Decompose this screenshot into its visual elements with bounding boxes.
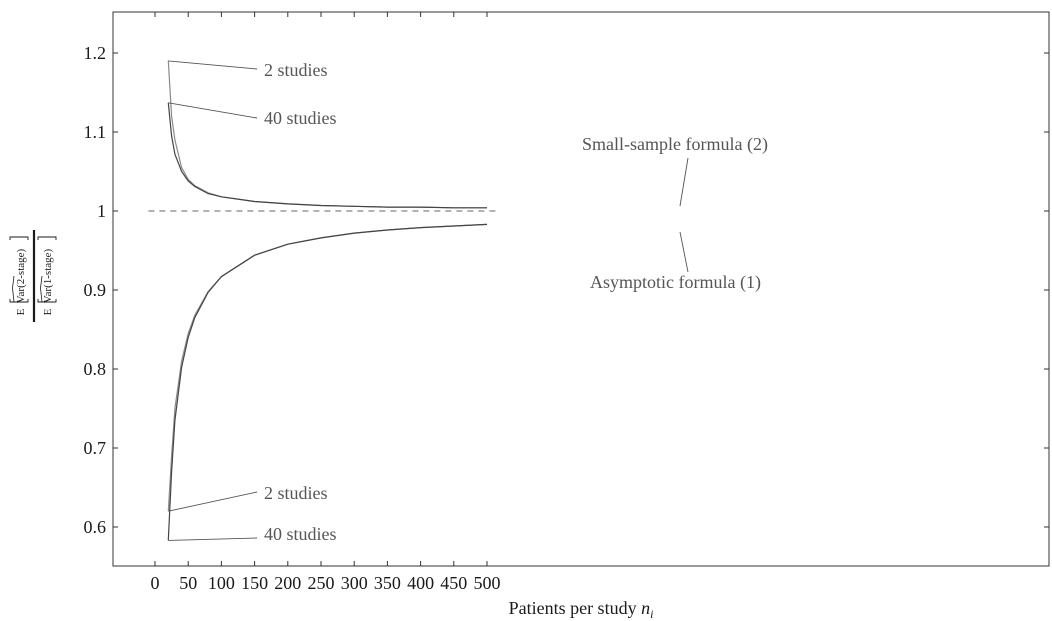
x-axis-label: Patients per study ni: [509, 598, 654, 621]
y-tick-label-0.8: 0.8: [84, 359, 107, 379]
x-axis-label-var: n: [641, 598, 650, 618]
annotation-small-sample-formula: Small-sample formula (2): [582, 134, 768, 155]
y-label-denominator-prefix: E: [42, 308, 54, 315]
series-line-asymptotic-40-studies: [167, 223, 488, 541]
x-tick-label-350: 350: [374, 573, 401, 593]
annotation-small-40-studies: 40 studies: [264, 108, 337, 128]
annotation-small-40-studies-pointer: [168, 102, 258, 119]
annotation-asymptotic-formula: Asymptotic formula (1): [590, 272, 761, 293]
x-tick-label-50: 50: [179, 573, 197, 593]
x-axis-label-sub: i: [650, 607, 653, 621]
annotation-asym-40-studies: 40 studies: [264, 524, 337, 544]
annotation-small-2-studies: 2 studies: [264, 60, 328, 80]
x-tick-label-300: 300: [341, 573, 368, 593]
x-tick-label-450: 450: [440, 573, 467, 593]
annotation-asymptotic-formula-pointer: [679, 231, 689, 273]
y-tick-label-1: 1: [97, 201, 106, 221]
series-lines: [148, 60, 501, 541]
y-label-numerator: Var(2-stage): [15, 248, 27, 303]
y-axis-label: E Var(2-stage) E Var(1-stage): [9, 230, 57, 322]
y-label-numerator-prefix: E: [15, 308, 27, 315]
y-tick-label-0.9: 0.9: [84, 280, 107, 300]
x-tick-label-200: 200: [274, 573, 301, 593]
x-axis-label-text: Patients per study: [509, 598, 637, 618]
y-tick-label-0.6: 0.6: [84, 517, 107, 537]
y-tick-label-1.2: 1.2: [84, 43, 107, 63]
y-tick-label-0.7: 0.7: [84, 438, 107, 458]
x-tick-label-500: 500: [474, 573, 501, 593]
annotation-asym-40-studies-pointer: [168, 537, 258, 541]
y-label-denominator: Var(1-stage): [42, 248, 54, 303]
axis-ticks: 0 50 100 150 200 250 300 350 400 450 500 0.6 0.7 0.8 0…: [84, 12, 1049, 593]
annotation-small-2-studies-pointer: [168, 60, 258, 70]
plot-area-frame: [112, 11, 1050, 567]
x-tick-label-150: 150: [241, 573, 268, 593]
series-line-small-sample-2-studies: [167, 60, 487, 209]
x-tick-label-100: 100: [208, 573, 235, 593]
x-tick-label-400: 400: [407, 573, 434, 593]
series-line-asymptotic-2-studies: [167, 223, 488, 512]
y-tick-label-1.1: 1.1: [84, 122, 107, 142]
x-tick-label-250: 250: [308, 573, 335, 593]
annotations: 2 studies 40 studies Small-sample formula …: [168, 60, 768, 544]
x-tick-label-0: 0: [151, 573, 160, 593]
annotation-asym-2-studies: 2 studies: [264, 483, 328, 503]
series-line-small-sample-40-studies: [167, 102, 487, 209]
annotation-asym-2-studies-pointer: [168, 491, 258, 512]
annotation-small-sample-formula-pointer: [679, 157, 689, 207]
